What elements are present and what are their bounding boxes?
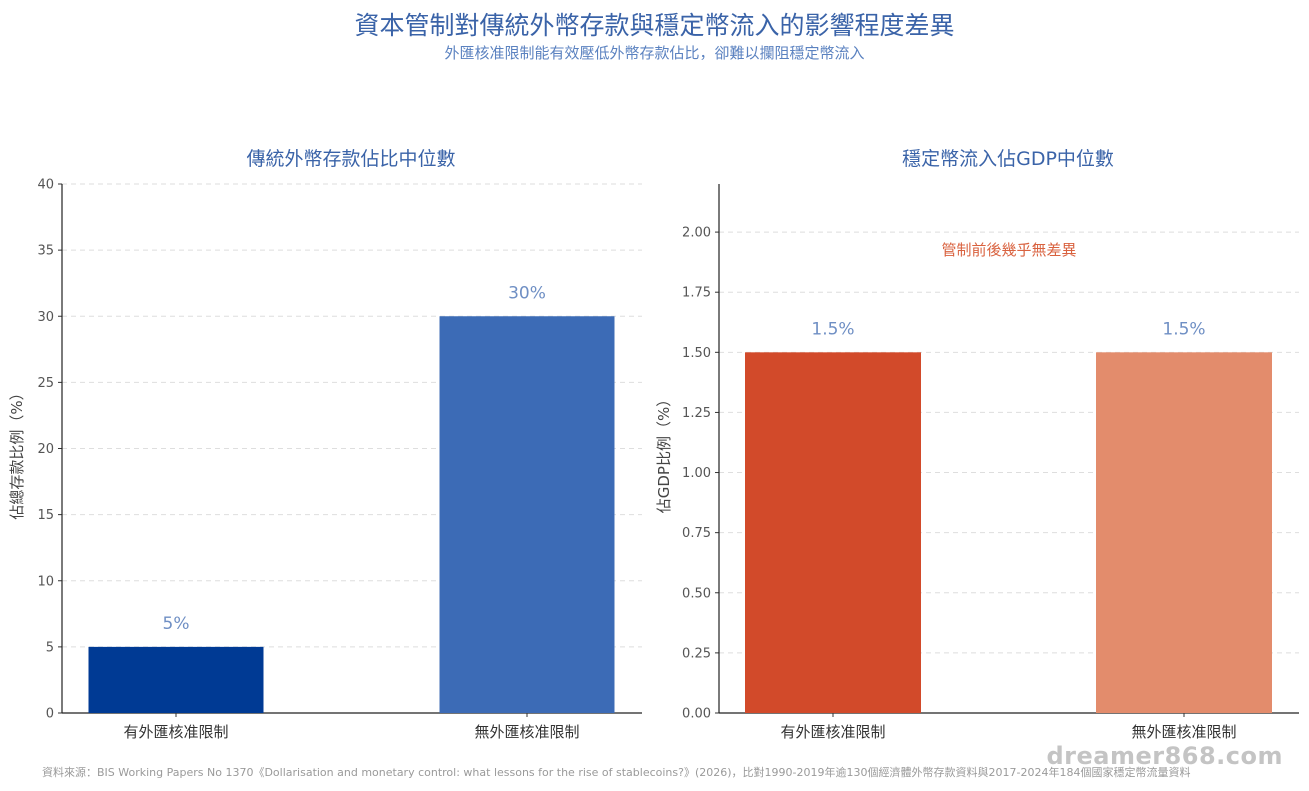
y-tick-label: 1.25 [682, 406, 711, 421]
x-tick-label: 無外匯核准限制 [474, 723, 579, 741]
y-tick-label: 1.00 [682, 466, 711, 481]
y-tick-label: 1.75 [682, 286, 711, 301]
y-tick-label: 40 [37, 178, 54, 193]
chart-subtitle: 外匯核准限制能有效壓低外幣存款佔比，卻難以攔阻穩定幣流入 [444, 44, 865, 62]
bar [88, 646, 264, 713]
data-label: 1.5% [811, 319, 854, 339]
annotation: 管制前後幾乎無差異 [941, 241, 1076, 259]
y-tick-label: 0.25 [682, 646, 711, 661]
y-tick-label: 10 [37, 574, 54, 589]
y-tick-label: 0.75 [682, 526, 711, 541]
x-tick-label: 有外匯核准限制 [123, 723, 228, 741]
y-tick-label: 0.00 [682, 707, 711, 722]
data-label: 30% [508, 283, 546, 303]
x-tick-label: 有外匯核准限制 [780, 723, 885, 741]
y-axis-label: 佔GDP比例（%） [655, 392, 673, 513]
y-tick-label: 5 [46, 640, 54, 655]
source-note: 資料來源：BIS Working Papers No 1370《Dollaris… [42, 766, 1191, 779]
watermark: dreamer868.com [1046, 742, 1283, 770]
chart-title: 資本管制對傳統外幣存款與穩定幣流入的影響程度差異 [354, 11, 955, 40]
bar [1096, 352, 1272, 713]
bar [439, 316, 615, 713]
panel-title-1: 傳統外幣存款佔比中位數 [246, 148, 455, 170]
y-tick-label: 2.00 [682, 226, 711, 241]
panel-title-2: 穩定幣流入佔GDP中位數 [902, 148, 1114, 170]
y-tick-label: 1.50 [682, 346, 711, 361]
data-label: 5% [163, 614, 190, 634]
y-tick-label: 20 [37, 442, 54, 457]
bar [745, 352, 921, 713]
y-tick-label: 30 [37, 310, 54, 325]
y-tick-label: 15 [37, 508, 54, 523]
y-tick-label: 0 [46, 707, 54, 722]
x-tick-label: 無外匯核准限制 [1131, 723, 1236, 741]
y-axis-label: 佔總存款比例（%） [8, 385, 26, 519]
y-tick-label: 0.50 [682, 586, 711, 601]
y-tick-label: 25 [37, 376, 54, 391]
y-tick-label: 35 [37, 244, 54, 259]
data-label: 1.5% [1162, 319, 1205, 339]
